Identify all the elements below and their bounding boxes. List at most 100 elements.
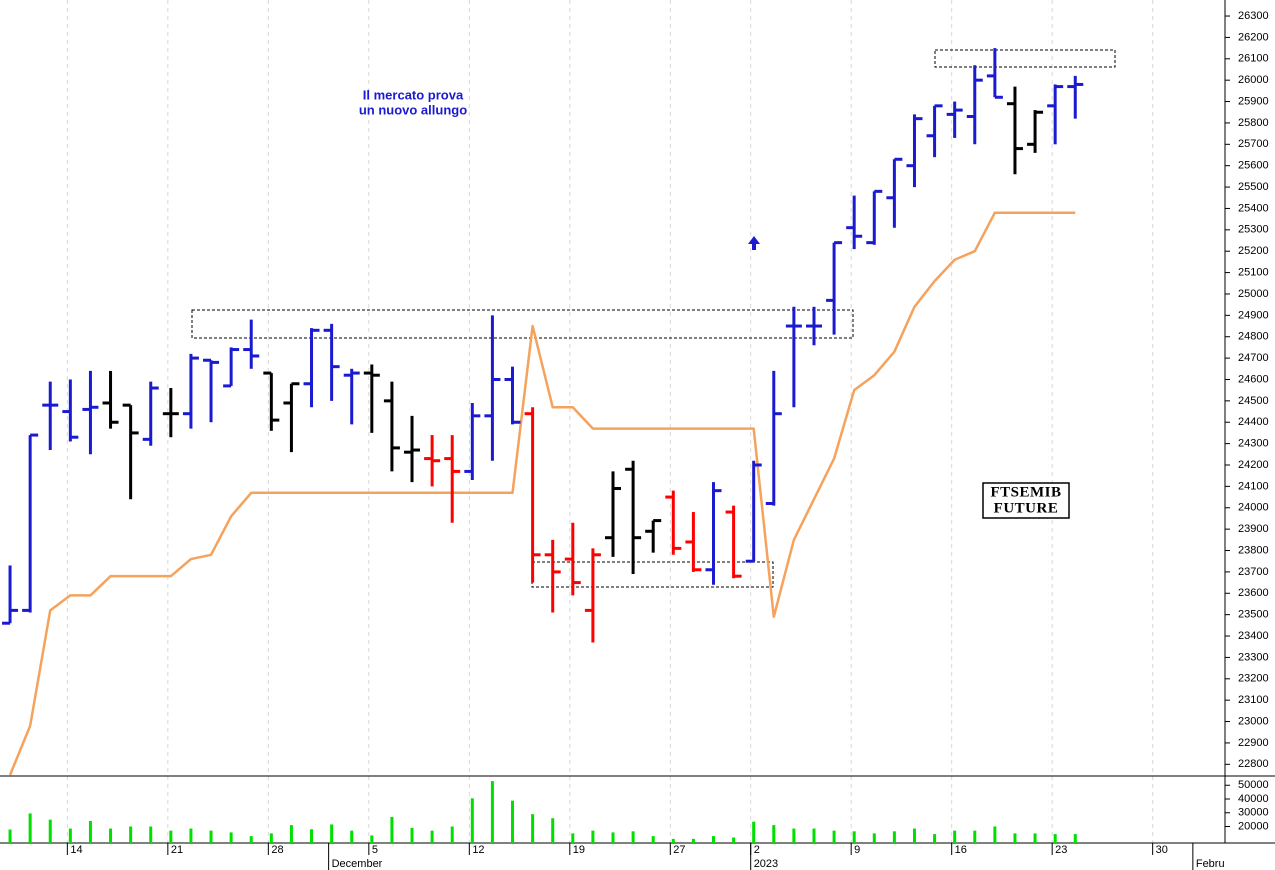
range-box (191, 309, 854, 339)
y-tick-label: 25500 (1238, 181, 1269, 193)
volume-bar (1013, 833, 1017, 843)
x-tick-label: 14 (70, 844, 82, 856)
y-tick-label: 30000 (1238, 807, 1269, 819)
x-tick-label: 9 (854, 844, 860, 856)
volume-bar (189, 828, 193, 843)
y-tick-label: 50000 (1238, 779, 1269, 791)
volume-bar (892, 831, 896, 843)
volume-bar (269, 833, 273, 843)
volume-bar (88, 821, 92, 843)
annotation: Il mercato prova (363, 87, 464, 102)
volume-bar (430, 830, 434, 843)
y-tick-label: 24000 (1238, 502, 1269, 514)
volume-bar (310, 829, 314, 843)
volume-bar (631, 831, 635, 843)
volume-bar (933, 834, 937, 843)
volume-bar (792, 828, 796, 843)
y-tick-label: 24100 (1238, 480, 1269, 492)
y-tick-label: 24700 (1238, 352, 1269, 364)
volume-bar (1053, 834, 1057, 843)
x-tick-label: 19 (573, 844, 585, 856)
y-tick-label: 23700 (1238, 566, 1269, 578)
y-tick-label: 25400 (1238, 202, 1269, 214)
range-box (934, 49, 1116, 68)
volume-bar (571, 833, 575, 843)
y-tick-label: 25900 (1238, 95, 1269, 107)
y-tick-label: 25700 (1238, 138, 1269, 150)
volume-bar (691, 838, 695, 843)
volume-bar (852, 831, 856, 843)
annotation: un nuovo allungo (359, 102, 467, 117)
volume-bar (1033, 833, 1037, 843)
volume-bar (209, 830, 213, 843)
volume-bar (812, 828, 816, 843)
volume-bar (832, 830, 836, 843)
y-tick-label: 23000 (1238, 715, 1269, 727)
y-tick-label: 26300 (1238, 10, 1269, 22)
y-tick-label: 23500 (1238, 609, 1269, 621)
y-tick-label: 25600 (1238, 160, 1269, 172)
volume-bar (953, 830, 957, 843)
volume-bar (68, 828, 72, 843)
y-tick-label: 26200 (1238, 31, 1269, 43)
range-box (531, 561, 774, 588)
volume-bar (752, 821, 756, 843)
volume-bar (671, 838, 675, 843)
x-tick-label: 2 (754, 844, 760, 856)
volume-bar (732, 837, 736, 843)
x-tick-label: 5 (372, 844, 378, 856)
label-box-text: FTSEMIB (990, 484, 1061, 500)
x-tick-label: 28 (271, 844, 283, 856)
y-tick-label: 23400 (1238, 630, 1269, 642)
y-tick-label: 22800 (1238, 758, 1269, 770)
volume-bar (551, 818, 555, 843)
volume-bar (1073, 834, 1077, 843)
volume-bar (711, 836, 715, 843)
volume-bar (973, 830, 977, 843)
y-tick-label: 23100 (1238, 694, 1269, 706)
volume-bar (591, 830, 595, 843)
y-tick-label: 20000 (1238, 820, 1269, 832)
x-tick-label: 30 (1156, 844, 1168, 856)
volume-bar (490, 781, 494, 843)
volume-bar (511, 800, 515, 843)
stop-line (8, 211, 1076, 776)
y-tick-label: 25800 (1238, 117, 1269, 129)
volume-bar (611, 832, 615, 843)
y-tick-label: 24400 (1238, 416, 1269, 428)
y-tick-label: 23300 (1238, 651, 1269, 663)
y-tick-label: 24200 (1238, 459, 1269, 471)
y-tick-label: 26000 (1238, 74, 1269, 86)
volume-bar (370, 835, 374, 843)
y-tick-label: 23900 (1238, 523, 1269, 535)
arrow (748, 236, 760, 250)
x-tick-label: 27 (673, 844, 685, 856)
x-tick-label: 12 (472, 844, 484, 856)
volume-bar (912, 828, 916, 843)
y-tick-label: 24600 (1238, 373, 1269, 385)
x-tick-label: 21 (171, 844, 183, 856)
volume-bar (28, 813, 32, 843)
volume-bar (129, 826, 133, 843)
y-tick-label: 26100 (1238, 53, 1269, 65)
volume-bar (330, 824, 334, 843)
y-tick-label: 24300 (1238, 438, 1269, 450)
y-tick-label: 24800 (1238, 331, 1269, 343)
y-tick-label: 25000 (1238, 288, 1269, 300)
volume-bar (149, 826, 153, 843)
month-label: December (332, 858, 383, 870)
y-tick-label: 24900 (1238, 309, 1269, 321)
x-tick-label: 16 (955, 844, 967, 856)
y-tick-label: 40000 (1238, 793, 1269, 805)
y-tick-label: 22900 (1238, 737, 1269, 749)
volume-bar (350, 830, 354, 843)
x-tick-label: 23 (1055, 844, 1067, 856)
volume-bar (8, 829, 12, 843)
volume-bar (872, 833, 876, 843)
volume-bar (109, 828, 113, 843)
y-tick-label: 23200 (1238, 673, 1269, 685)
y-tick-label: 23800 (1238, 544, 1269, 556)
month-label: 2023 (754, 858, 778, 870)
